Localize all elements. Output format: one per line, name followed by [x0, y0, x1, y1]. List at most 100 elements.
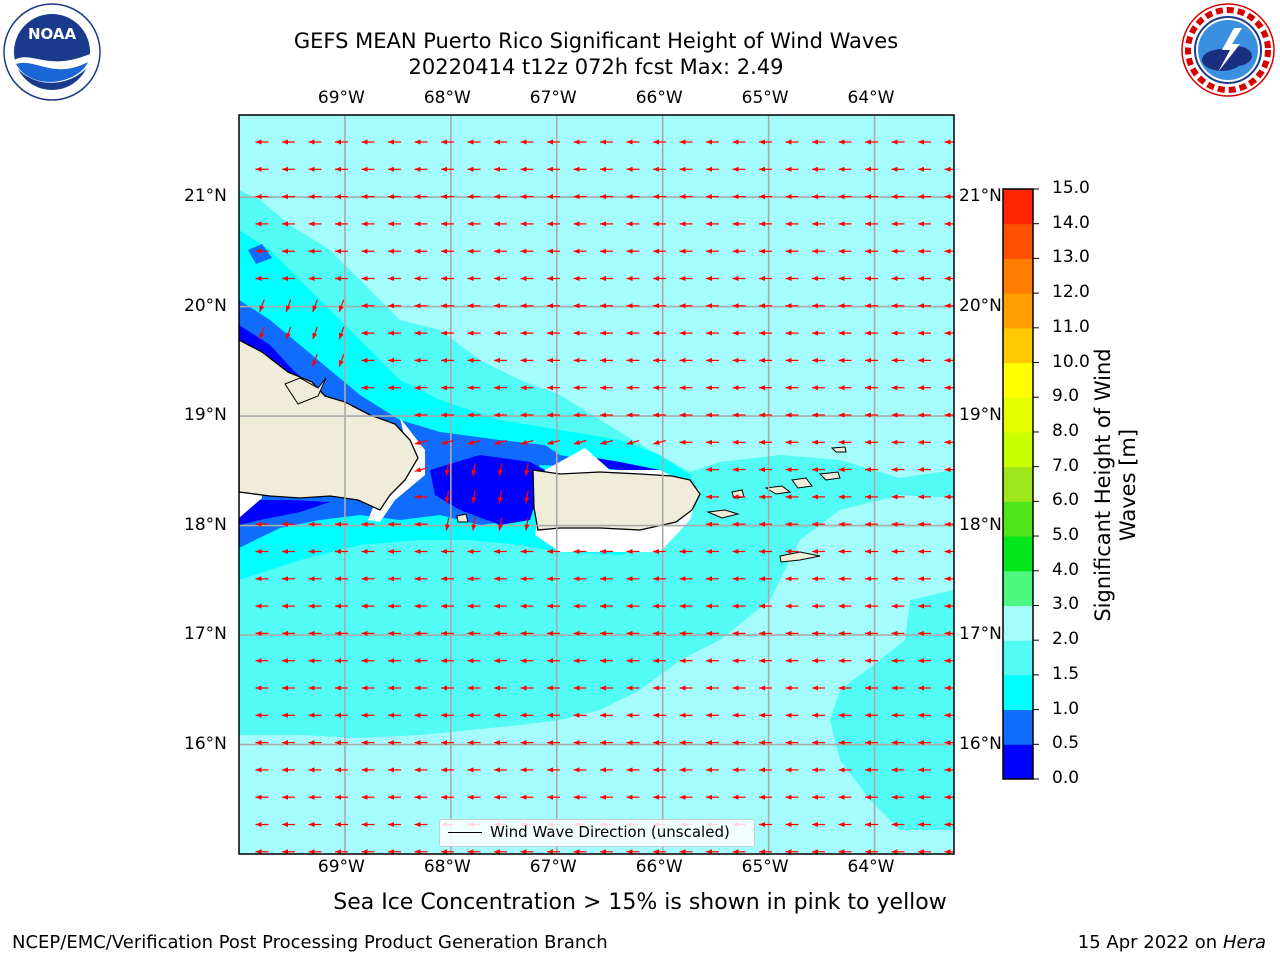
wave-direction-arrow — [653, 412, 666, 418]
wave-direction-arrow — [759, 576, 772, 582]
wave-direction-arrow — [785, 630, 799, 636]
wave-direction-arrow — [812, 712, 825, 718]
wave-direction-arrow — [547, 603, 560, 609]
wave-direction-arrow — [865, 412, 878, 418]
wave-direction-arrow — [361, 248, 375, 254]
wave-direction-arrow — [414, 221, 428, 227]
wave-direction-arrow — [520, 630, 534, 636]
wave-direction-arrow — [259, 326, 265, 340]
wave-direction-arrow — [918, 549, 931, 554]
wave-direction-arrow — [388, 767, 401, 773]
wave-direction-arrow — [308, 221, 322, 227]
wave-direction-arrow — [865, 549, 878, 554]
wave-direction-arrow — [497, 490, 503, 504]
lat-tick-label: 18°N — [184, 514, 227, 535]
wave-direction-arrow — [838, 194, 852, 200]
wave-direction-arrow — [626, 440, 640, 445]
wave-direction-arrow — [865, 822, 878, 827]
wave-direction-arrow — [944, 849, 954, 854]
wave-direction-arrow — [308, 603, 322, 609]
wave-direction-arrow — [361, 166, 375, 172]
wave-direction-arrow — [255, 248, 269, 254]
wave-direction-arrow — [573, 685, 587, 691]
wave-direction-arrow — [255, 576, 269, 582]
wave-direction-arrow — [444, 517, 450, 531]
wave-direction-arrow — [255, 740, 269, 746]
wave-direction-arrow — [679, 357, 693, 363]
wave-direction-arrow — [759, 822, 772, 827]
wave-direction-arrow — [759, 603, 772, 609]
wave-direction-arrow — [785, 849, 799, 854]
wave-direction-arrow — [626, 357, 640, 363]
wave-direction-arrow — [520, 849, 534, 854]
wave-direction-arrow — [573, 276, 587, 281]
wave-direction-arrow — [467, 740, 481, 746]
wave-direction-arrow — [838, 412, 852, 418]
wave-direction-arrow — [626, 603, 640, 609]
wave-direction-arrow — [838, 576, 852, 582]
wave-direction-arrow — [494, 740, 507, 746]
wave-direction-arrow — [679, 139, 693, 145]
wave-direction-arrow — [838, 603, 852, 609]
wave-direction-arrow — [494, 794, 507, 800]
wave-direction-arrow — [441, 303, 454, 309]
colorbar — [1002, 188, 1039, 780]
wave-direction-arrow — [891, 194, 905, 200]
wave-direction-arrow — [732, 166, 746, 172]
colorbar-tick-label: 0.5 — [1052, 733, 1080, 754]
wave-direction-arrow — [653, 630, 666, 636]
wave-direction-arrow — [524, 517, 530, 531]
wave-direction-arrow — [891, 276, 905, 281]
wave-direction-arrow — [308, 822, 322, 827]
wave-direction-arrow — [679, 685, 693, 691]
wave-direction-arrow — [494, 303, 507, 309]
wave-direction-arrow — [361, 603, 375, 609]
wave-direction-arrow — [812, 357, 825, 363]
wave-direction-arrow — [732, 276, 746, 281]
wave-direction-arrow — [759, 685, 772, 691]
wave-direction-arrow — [547, 330, 560, 336]
wave-direction-arrow — [944, 712, 954, 718]
wave-direction-arrow — [547, 166, 560, 172]
wave-direction-arrow — [706, 685, 719, 691]
wave-direction-arrow — [944, 221, 954, 227]
wave-direction-arrow — [865, 685, 878, 691]
wave-direction-arrow — [467, 357, 481, 363]
wave-direction-arrow — [785, 439, 799, 445]
wave-direction-arrow — [255, 139, 269, 145]
wave-direction-arrow — [812, 248, 825, 254]
wave-direction-arrow — [679, 439, 693, 445]
wave-direction-arrow — [361, 521, 375, 527]
wave-direction-arrow — [838, 794, 852, 800]
wave-direction-arrow — [732, 794, 746, 800]
wave-direction-arrow — [388, 194, 401, 200]
wave-direction-arrow — [361, 712, 375, 718]
wave-direction-arrow — [414, 139, 428, 145]
wave-direction-arrow — [918, 412, 931, 418]
wave-direction-arrow — [282, 521, 295, 527]
wave-direction-arrow — [494, 576, 507, 582]
wave-direction-arrow — [388, 248, 401, 254]
colorbar-segment — [1003, 536, 1033, 572]
map-frame — [238, 114, 955, 855]
wave-direction-arrow — [285, 299, 292, 313]
wave-direction-arrow — [732, 603, 746, 609]
wave-direction-arrow — [441, 412, 454, 418]
wave-direction-arrow — [785, 276, 799, 281]
wave-direction-arrow — [494, 330, 507, 336]
wave-direction-arrow — [414, 685, 428, 691]
wave-direction-arrow — [467, 794, 481, 800]
wave-direction-arrow — [812, 549, 825, 554]
wave-direction-arrow — [891, 248, 905, 254]
wave-direction-arrow — [891, 685, 905, 691]
wave-direction-arrow — [838, 357, 852, 363]
wave-direction-arrow — [547, 139, 560, 145]
wave-direction-arrow — [679, 712, 693, 718]
wave-direction-arrow — [732, 658, 746, 664]
wave-direction-arrow — [282, 767, 295, 773]
wave-direction-arrow — [282, 248, 295, 254]
wave-direction-arrow — [918, 276, 931, 281]
wave-direction-arrow — [838, 494, 852, 500]
wave-direction-arrow — [312, 354, 318, 367]
lon-tick-label: 64°W — [847, 88, 895, 108]
